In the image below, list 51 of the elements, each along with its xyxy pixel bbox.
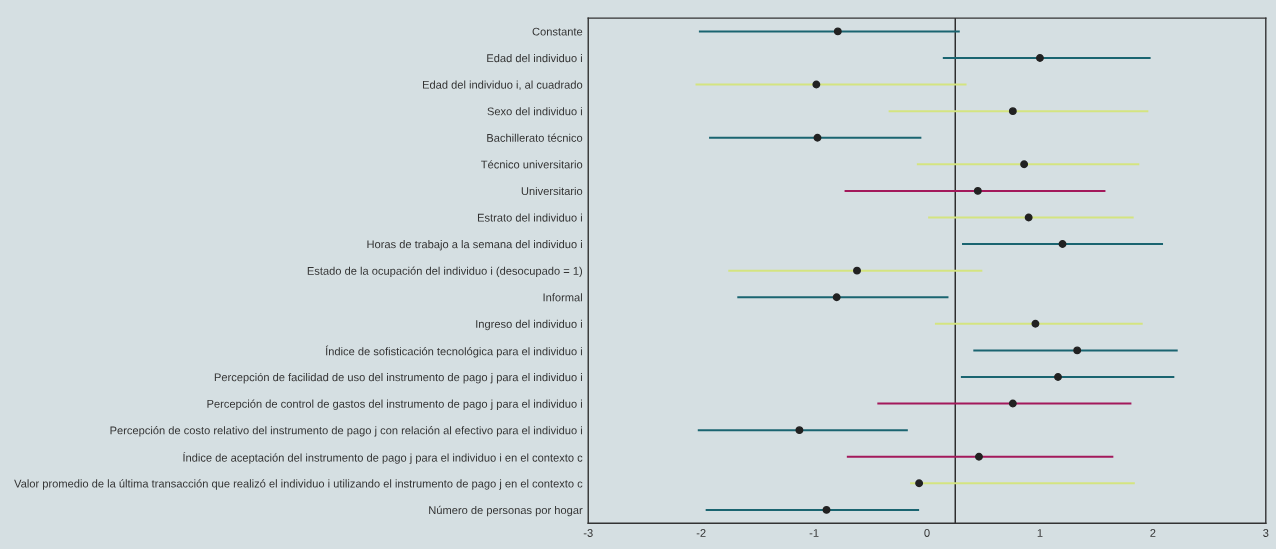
bar xyxy=(960,375,1175,378)
point xyxy=(795,426,804,435)
y-tick-label: Horas de trabajo a la semana del individuo i xyxy=(367,240,582,251)
x-tick-label: -1 xyxy=(809,529,819,537)
point xyxy=(1035,54,1044,62)
x-tick-label: 1 xyxy=(1037,529,1043,537)
y-tick-label: Percepción de costo relativo del instrumento de pago j con relación al efectivo para el individuo i xyxy=(110,426,582,437)
y-tick-label: Bachillerato técnico xyxy=(487,133,583,142)
point xyxy=(915,479,924,488)
point xyxy=(1073,346,1082,355)
y-tick-label: Edad del individuo i, al cuadrado xyxy=(423,80,583,91)
point xyxy=(833,27,842,36)
y-tick-label: Valor promedio de la última transacción que realizó el individuo i utilizando el instrumento de pago j en el contexto c xyxy=(14,479,583,490)
y-tick-label: Sexo del individuo i xyxy=(487,107,582,116)
x-tick-label: 0 xyxy=(924,529,930,537)
bar xyxy=(942,56,1151,59)
point xyxy=(1058,240,1067,249)
x-tick-label: 2 xyxy=(1150,529,1156,537)
bar xyxy=(928,216,1134,219)
y-tick-label: Percepción de control de gastos del instrumento de pago j para el individuo i xyxy=(207,399,582,410)
bar xyxy=(709,136,922,139)
y-tick-label: Percepción de facilidad de uso del instrumento de pago j para el individuo i xyxy=(214,372,582,384)
point xyxy=(1054,373,1062,381)
point xyxy=(1008,107,1017,116)
point xyxy=(812,80,821,89)
point xyxy=(822,505,831,514)
point xyxy=(973,186,982,195)
y-tick-label: Técnico universitario xyxy=(481,160,583,169)
y-tick-label: Ingreso del individuo i xyxy=(476,319,582,331)
x-tick-label: 3 xyxy=(1263,529,1269,537)
bar xyxy=(846,455,1114,458)
y-tick-label: Informal xyxy=(543,293,582,302)
point xyxy=(1024,213,1033,222)
y-tick-label: Índice de aceptación del instrumento de pago j para el individuo i en el contexto c xyxy=(183,451,583,464)
point xyxy=(1020,160,1029,169)
x-tick-label: -3 xyxy=(583,529,593,537)
y-tick-label: Universitario xyxy=(521,186,583,196)
point xyxy=(853,266,861,275)
point xyxy=(832,293,841,302)
bar xyxy=(737,296,949,299)
point xyxy=(1031,319,1040,328)
y-tick-label: Edad del individuo i xyxy=(487,53,582,63)
y-tick-label: Constante xyxy=(532,27,583,36)
y-tick-label: Número de personas por hogar xyxy=(429,505,583,517)
x-tick-label: -2 xyxy=(696,529,706,537)
point xyxy=(813,133,822,142)
y-tick-label: Estrato del individuo i xyxy=(477,213,582,222)
y-tick-label: Estado de la ocupación del individuo i (desocupado = 1) xyxy=(307,266,583,278)
y-tick-label: Índice de sofisticación tecnológica para el individuo i xyxy=(325,345,582,358)
point xyxy=(1008,399,1017,408)
point xyxy=(975,452,983,461)
